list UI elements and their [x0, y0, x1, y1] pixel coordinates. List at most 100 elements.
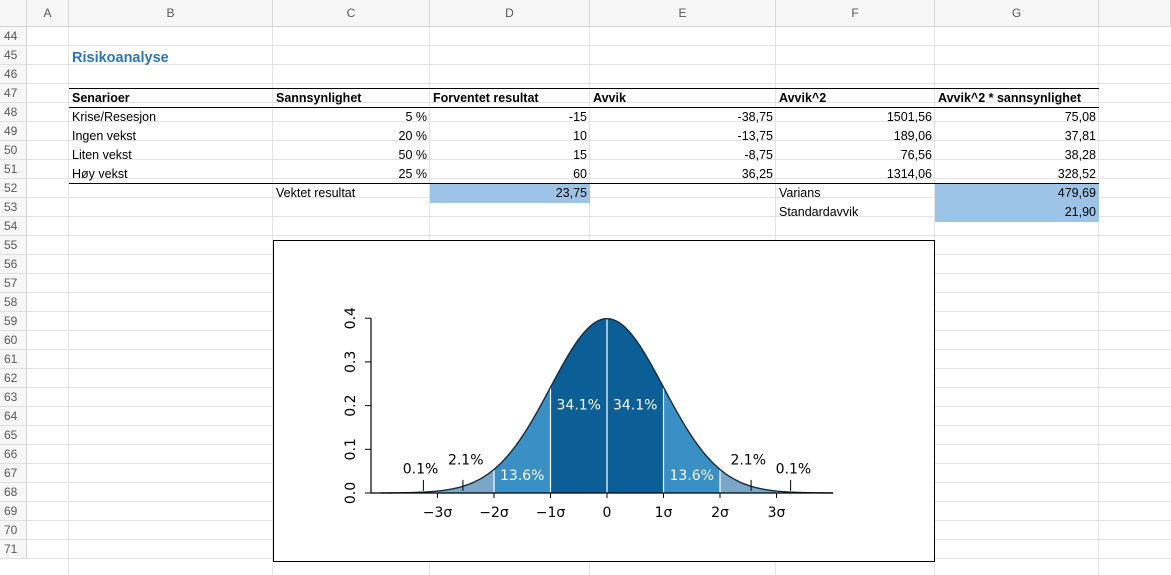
row-header-55[interactable]: 55 — [0, 236, 27, 255]
row-header-50[interactable]: 50 — [0, 141, 27, 160]
table-cell[interactable]: 15 — [573, 148, 587, 162]
header-border-top — [69, 88, 1099, 89]
table-cell[interactable]: -38,75 — [737, 110, 773, 124]
region-label: 2.1% — [448, 453, 484, 469]
region-label: 0.1% — [403, 461, 439, 477]
region-label: 0.1% — [776, 461, 812, 477]
row-header-53[interactable]: 53 — [0, 198, 27, 217]
row-header-66[interactable]: 66 — [0, 445, 27, 464]
row-header-48[interactable]: 48 — [0, 103, 27, 122]
y-tick-label: 0.2 — [343, 394, 359, 416]
row-header-63[interactable]: 63 — [0, 388, 27, 407]
x-tick-label: 2σ — [711, 505, 729, 521]
variance-label[interactable]: Varians — [779, 186, 821, 200]
y-tick-label: 0.0 — [343, 482, 359, 504]
column-header-d[interactable]: D — [430, 0, 590, 27]
table-cell[interactable]: 189,06 — [893, 129, 932, 143]
table-cell[interactable]: 5 % — [405, 110, 427, 124]
row-header-68[interactable]: 68 — [0, 483, 27, 502]
row-header-45[interactable]: 45 — [0, 46, 27, 65]
table-cell[interactable]: 60 — [573, 167, 587, 181]
density-curve — [381, 317, 833, 494]
variance-value[interactable]: 479,69 — [935, 184, 1099, 203]
corner-cell[interactable] — [0, 0, 27, 27]
scenario-name[interactable]: Krise/Resesjon — [72, 110, 157, 124]
y-tick-label: 0.3 — [343, 351, 359, 373]
sheet-title[interactable]: Risikoanalyse — [72, 50, 169, 66]
row-header-59[interactable]: 59 — [0, 312, 27, 331]
region-label: 2.1% — [730, 453, 766, 469]
row-header-71[interactable]: 71 — [0, 540, 27, 559]
column-header-b[interactable]: B — [69, 0, 273, 27]
x-tick-label: −1σ — [536, 505, 566, 521]
table-cell[interactable]: 37,81 — [1064, 129, 1096, 143]
table-cell[interactable]: -13,75 — [737, 129, 773, 143]
table-cell[interactable]: -8,75 — [744, 148, 774, 162]
header-senarioer[interactable]: Senarioer — [72, 91, 130, 105]
row-header-60[interactable]: 60 — [0, 331, 27, 350]
row-header-65[interactable]: 65 — [0, 426, 27, 445]
header-avvik-squared[interactable]: Avvik^2 — [779, 91, 827, 105]
row-header-44[interactable]: 44 — [0, 27, 27, 46]
region-label: 13.6% — [670, 468, 714, 484]
row-header-47[interactable]: 47 — [0, 84, 27, 103]
row-header-54[interactable]: 54 — [0, 217, 27, 236]
grid-row-line — [27, 102, 1171, 103]
row-header-69[interactable]: 69 — [0, 502, 27, 521]
grid-row-line — [27, 178, 1171, 179]
table-cell[interactable]: 38,28 — [1064, 148, 1096, 162]
column-header-empty[interactable] — [1099, 0, 1171, 27]
header-avvik[interactable]: Avvik — [593, 91, 626, 105]
grid-row-line — [27, 216, 1171, 217]
x-tick-label: 0 — [603, 505, 612, 521]
row-header-61[interactable]: 61 — [0, 350, 27, 369]
x-tick-label: 3σ — [768, 505, 786, 521]
column-header-g[interactable]: G — [935, 0, 1099, 27]
row-header-70[interactable]: 70 — [0, 521, 27, 540]
table-cell[interactable]: 25 % — [398, 167, 428, 181]
stddev-label[interactable]: Standardavvik — [779, 205, 859, 219]
table-cell[interactable]: 328,52 — [1057, 167, 1096, 181]
grid-col-line — [1098, 27, 1099, 575]
row-header-51[interactable]: 51 — [0, 160, 27, 179]
grid-row-line — [27, 83, 1171, 84]
row-header-67[interactable]: 67 — [0, 464, 27, 483]
scenario-name[interactable]: Ingen vekst — [72, 129, 136, 143]
table-cell[interactable]: 76,56 — [900, 148, 932, 162]
row-header-62[interactable]: 62 — [0, 369, 27, 388]
region-4 — [437, 469, 494, 493]
table-cell[interactable]: 36,25 — [741, 167, 773, 181]
table-cell[interactable]: 20 % — [398, 129, 428, 143]
region-label: 34.1% — [557, 398, 601, 414]
table-cell[interactable]: 10 — [573, 129, 587, 143]
header-forventet-resultat[interactable]: Forventet resultat — [433, 91, 539, 105]
row-header-64[interactable]: 64 — [0, 407, 27, 426]
stddev-value[interactable]: 21,90 — [935, 203, 1099, 222]
row-header-52[interactable]: 52 — [0, 179, 27, 198]
table-cell[interactable]: 1501,56 — [886, 110, 932, 124]
weighted-result-label[interactable]: Vektet resultat — [276, 186, 356, 200]
table-cell[interactable]: 75,08 — [1064, 110, 1096, 124]
table-border-bottom — [69, 183, 1099, 184]
row-header-57[interactable]: 57 — [0, 274, 27, 293]
column-header-e[interactable]: E — [590, 0, 776, 27]
grid-row-line — [27, 140, 1171, 141]
column-header-f[interactable]: F — [776, 0, 935, 27]
x-tick-label: 1σ — [655, 505, 673, 521]
table-cell[interactable]: 1314,06 — [886, 167, 932, 181]
scenario-name[interactable]: Liten vekst — [72, 148, 132, 162]
normal-distribution-chart[interactable]: 0.0 0.1 0.2 0.3 0.4 −3σ −2σ −1σ 0 1σ 2σ 3σ 34.1% 34.1… — [273, 240, 935, 562]
header-sannsynlighet[interactable]: Sannsynlighet — [276, 91, 362, 105]
column-header-c[interactable]: C — [273, 0, 430, 27]
row-header-46[interactable]: 46 — [0, 65, 27, 84]
column-header-a[interactable]: A — [27, 0, 69, 27]
grid-row-line — [27, 197, 1171, 198]
header-avvik-squared-prob[interactable]: Avvik^2 * sannsynlighet — [938, 91, 1081, 105]
row-header-58[interactable]: 58 — [0, 293, 27, 312]
table-cell[interactable]: 50 % — [398, 148, 428, 162]
table-cell[interactable]: -15 — [568, 110, 587, 124]
weighted-result-value[interactable]: 23,75 — [430, 184, 590, 203]
row-header-49[interactable]: 49 — [0, 122, 27, 141]
scenario-name[interactable]: Høy vekst — [72, 167, 128, 181]
row-header-56[interactable]: 56 — [0, 255, 27, 274]
